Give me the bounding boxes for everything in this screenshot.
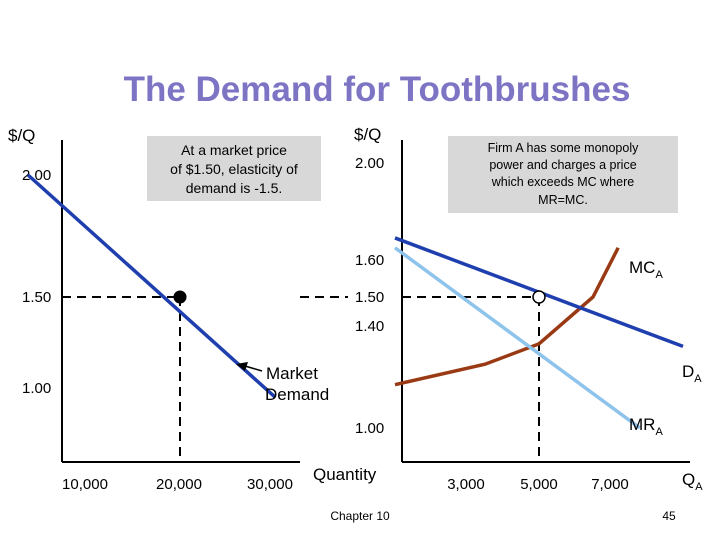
- firm-x-end-label: QA: [682, 470, 703, 493]
- market-demand-label: Market: [266, 364, 318, 383]
- firm-y-tick-label: 1.00: [355, 420, 384, 437]
- slide-title: The Demand for Toothbrushes: [124, 70, 631, 109]
- market-y-axis-label: $/Q: [8, 126, 35, 145]
- firm-y-axis-label: $/Q: [354, 125, 381, 144]
- market-chart: $/Q 2.00 1.50 1.00 10,000 20,000 30,000 …: [8, 126, 329, 493]
- firm-chart: $/Q 2.00 1.60 1.50 1.40 1.00 3,000 5,000…: [300, 125, 703, 493]
- firm-mr-label-name: MR: [629, 415, 655, 434]
- firm-demand-label-name: D: [682, 362, 694, 381]
- market-note-line: of $1.50, elasticity of: [170, 161, 298, 177]
- firm-x-tick-label: 5,000: [520, 476, 558, 493]
- firm-note-box: [448, 136, 678, 213]
- firm-mr-label: MRA: [629, 415, 663, 438]
- firm-mr-label-sub: A: [655, 426, 663, 438]
- firm-y-tick-label: 1.50: [355, 289, 384, 306]
- firm-mc-label-sub: A: [655, 269, 663, 281]
- market-equilibrium-marker: [173, 290, 187, 304]
- footer-chapter: Chapter 10: [330, 509, 390, 523]
- market-note-line: demand is -1.5.: [186, 180, 283, 196]
- market-demand-arrowhead: [236, 362, 248, 371]
- market-x-tick-label: 10,000: [62, 476, 108, 493]
- market-x-tick-label: 30,000: [247, 476, 293, 493]
- firm-note-line: which exceeds MC where: [491, 175, 634, 189]
- market-y-tick-label: 2.00: [22, 167, 51, 184]
- quantity-axis-label: Quantity: [313, 465, 377, 484]
- market-x-tick-label: 20,000: [156, 476, 202, 493]
- firm-price-marker: [532, 290, 546, 304]
- firm-note-line: power and charges a price: [489, 158, 636, 172]
- firm-mr-line: [393, 246, 641, 430]
- firm-demand-label-sub: A: [694, 373, 702, 385]
- market-y-tick-label: 1.00: [22, 380, 51, 397]
- firm-x-end-label-sub: A: [695, 481, 703, 493]
- market-note-box: [147, 136, 321, 201]
- firm-note-line: Firm A has some monopoly: [488, 141, 640, 155]
- market-y-tick-label: 1.50: [22, 289, 51, 306]
- market-note-line: At a market price: [181, 142, 287, 158]
- market-demand-label: Demand: [265, 385, 329, 404]
- firm-y-tick-label: 1.40: [355, 318, 384, 335]
- firm-note-line: MR=MC.: [538, 193, 588, 207]
- firm-x-end-label-name: Q: [682, 470, 695, 489]
- footer-page-number: 45: [662, 509, 676, 523]
- firm-y-tick-label: 1.60: [355, 252, 384, 269]
- market-demand-line: [26, 173, 277, 399]
- firm-mc-label-name: MC: [629, 258, 655, 277]
- firm-x-tick-label: 3,000: [447, 476, 485, 493]
- market-demand-arrow: [244, 365, 263, 372]
- firm-y-tick-label: 2.00: [355, 155, 384, 172]
- firm-mc-label: MCA: [629, 258, 663, 281]
- firm-mc-curve: [394, 246, 620, 387]
- firm-demand-label: DA: [682, 362, 702, 385]
- firm-x-tick-label: 7,000: [591, 476, 629, 493]
